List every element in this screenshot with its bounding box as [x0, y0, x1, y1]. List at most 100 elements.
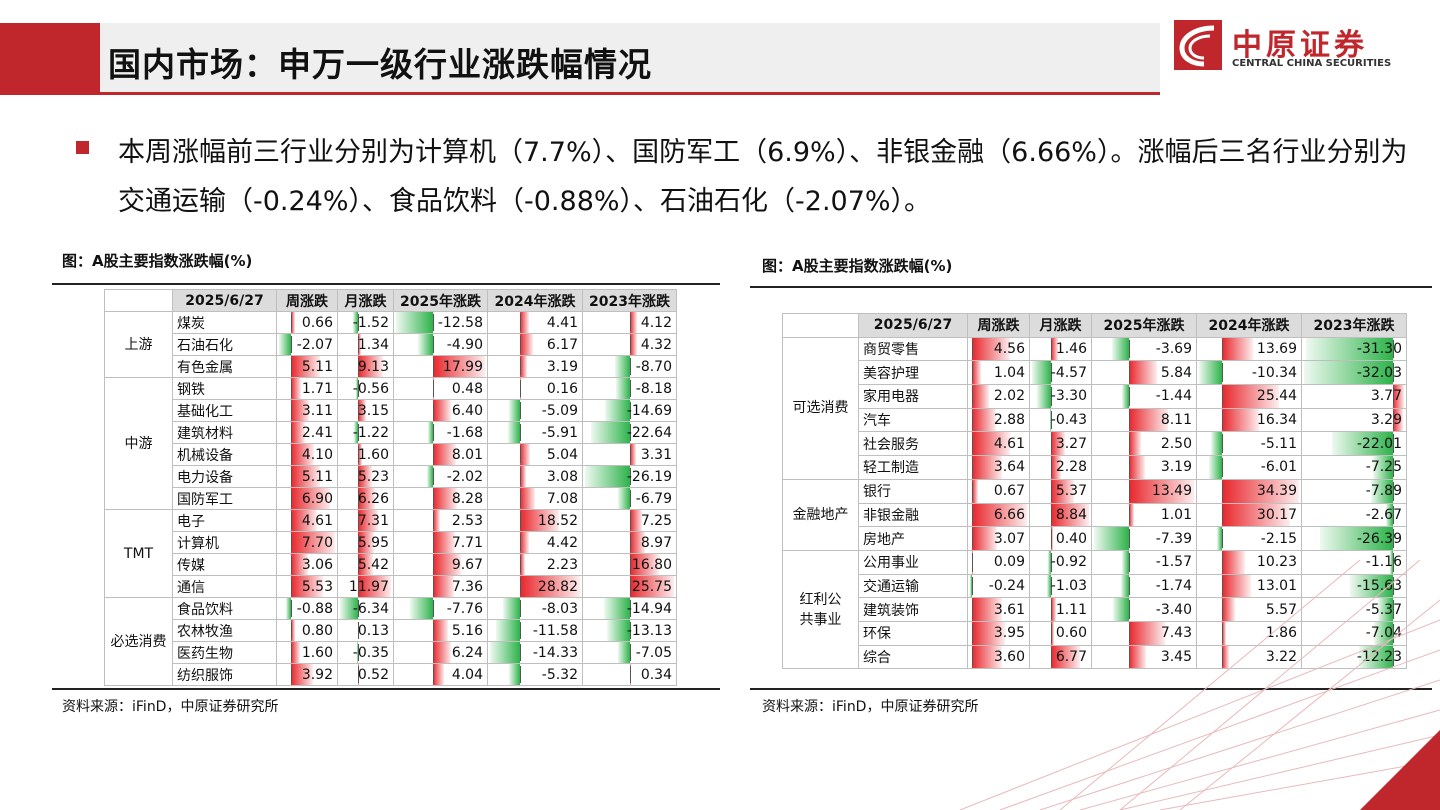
value-label: -6.79: [635, 490, 672, 507]
value-cell: -0.35: [337, 641, 394, 664]
bar-axis: [971, 505, 973, 525]
negative-bar: [970, 575, 972, 597]
bar-axis: [1129, 600, 1131, 619]
value-cell: 4.42: [487, 531, 583, 554]
value-cell: 25.75: [582, 575, 677, 598]
positive-bar: [1051, 598, 1057, 621]
value-cell: 4.61: [276, 509, 338, 532]
industry-name: 轻工制造: [858, 455, 968, 480]
bar-axis: [357, 644, 359, 661]
value-label: 1.04: [993, 364, 1025, 381]
industry-name: 基础化工: [172, 399, 277, 422]
industry-name: 机械设备: [172, 443, 277, 466]
value-cell: -1.22: [337, 421, 394, 444]
industry-name: 医药生物: [172, 641, 277, 664]
bar-axis: [357, 424, 359, 441]
positive-bar: [1051, 646, 1081, 668]
industry-name: 社会服务: [858, 431, 968, 457]
value-cell: 0.48: [393, 377, 488, 400]
bar-axis: [357, 490, 359, 507]
positive-bar: [971, 361, 981, 384]
industry-name: 纺织服饰: [172, 663, 277, 686]
value-cell: -6.79: [582, 487, 677, 510]
positive-bar: [290, 642, 301, 663]
bar-axis: [1393, 505, 1395, 525]
value-cell: -6.34: [337, 597, 394, 620]
positive-bar: [432, 532, 456, 553]
bar-axis: [1051, 458, 1053, 477]
value-cell: -4.57: [1029, 360, 1092, 386]
value-label: -2.67: [1365, 506, 1402, 523]
value-label: -0.88: [296, 600, 333, 617]
bar-axis: [1222, 505, 1224, 525]
industry-name: 农林牧渔: [172, 619, 277, 642]
value-label: -22.64: [626, 424, 672, 441]
positive-bar: [519, 532, 530, 553]
bar-axis: [971, 481, 973, 501]
value-label: 5.11: [301, 468, 333, 485]
value-label: -14.69: [626, 402, 672, 419]
bar-axis: [629, 468, 631, 485]
bar-axis: [357, 600, 359, 617]
value-cell: -1.68: [393, 421, 488, 444]
value-label: 3.45: [1160, 648, 1192, 665]
bar-axis: [519, 358, 521, 375]
value-label: 4.41: [546, 314, 578, 331]
value-cell: -8.03: [487, 597, 583, 620]
positive-bar: [971, 622, 1005, 645]
bar-axis: [971, 434, 973, 454]
positive-bar: [1222, 480, 1299, 503]
value-cell: -6.01: [1196, 455, 1302, 480]
value-cell: 2.88: [967, 407, 1030, 433]
positive-bar: [1393, 409, 1403, 431]
value-label: 6.17: [546, 336, 578, 353]
positive-bar: [432, 510, 440, 531]
value-label: 4.04: [451, 666, 483, 683]
table-header-row: 2025/6/27 周涨跌 月涨跌 2025年涨跌 2024年涨跌 2023年涨跌: [104, 289, 677, 312]
value-cell: 4.12: [582, 311, 677, 334]
bar-axis: [357, 512, 359, 529]
value-cell: -7.04: [1301, 620, 1407, 646]
bar-axis: [519, 424, 521, 441]
bar-axis: [629, 446, 631, 463]
positive-bar: [519, 488, 535, 509]
value-label: -1.74: [1155, 577, 1192, 594]
positive-bar: [290, 400, 309, 421]
bar-axis: [357, 534, 359, 551]
table-row: 综合 3.60 6.77 3.45 3.22 -12.23: [783, 644, 1407, 670]
value-label: 6.77: [1055, 648, 1087, 665]
value-label: 5.42: [357, 556, 389, 573]
negative-bar: [356, 378, 358, 399]
value-label: -12.58: [437, 314, 483, 331]
value-cell: -31.30: [1301, 336, 1407, 362]
bar-axis: [290, 402, 292, 419]
right-source: 资料来源：iFinD，中原证券研究所: [762, 699, 979, 715]
bar-axis: [1051, 600, 1053, 619]
logo-mark-icon: [1174, 20, 1222, 70]
value-cell: 30.17: [1196, 502, 1302, 528]
value-label: 1.46: [1055, 341, 1087, 358]
value-cell: 16.34: [1196, 407, 1302, 433]
value-cell: 9.13: [337, 355, 394, 378]
positive-bar: [1051, 480, 1075, 503]
value-cell: -0.43: [1029, 407, 1092, 433]
bar-axis: [629, 556, 631, 573]
value-label: 9.67: [451, 556, 483, 573]
positive-bar: [290, 554, 309, 575]
positive-bar: [971, 456, 1003, 479]
value-label: 3.06: [301, 556, 333, 573]
bar-axis: [432, 600, 434, 617]
bar-axis: [1222, 647, 1224, 667]
industry-name: 钢铁: [172, 377, 277, 400]
value-label: -1.16: [1365, 554, 1402, 571]
industry-name: 有色金属: [172, 355, 277, 378]
positive-bar: [1129, 409, 1169, 431]
value-cell: -5.32: [487, 663, 583, 686]
value-cell: 0.16: [487, 377, 583, 400]
value-label: 3.19: [546, 358, 578, 375]
value-cell: 3.60: [967, 644, 1030, 670]
industry-name: 国防军工: [172, 487, 277, 510]
table-row: 汽车 2.88 -0.43 8.11 16.34 3.29: [783, 407, 1407, 433]
bar-axis: [629, 358, 631, 375]
negative-bar: [607, 620, 630, 641]
